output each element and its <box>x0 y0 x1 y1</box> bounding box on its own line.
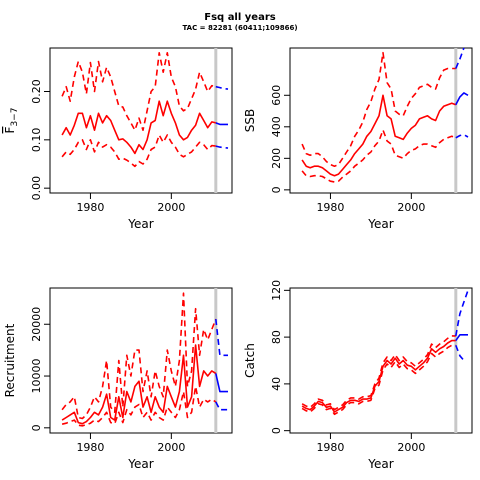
catch-y-tick-label: 40 <box>270 377 283 391</box>
recruitment-x-axis-label: Year <box>127 457 153 471</box>
ssb-estimate-line <box>301 94 457 177</box>
catch-x-tick-label: 2000 <box>397 441 425 454</box>
fbar-y-axis-label-main: F <box>3 126 17 133</box>
ssb-y-tick-label: 400 <box>270 116 283 137</box>
ssb-x-tick-label: 1980 <box>316 201 344 214</box>
figure-title: Fsq all years <box>204 12 275 23</box>
figure-subtitle: TAC = 82281 (60411;109866) <box>182 24 297 32</box>
ssb-upper-line <box>301 51 456 167</box>
ssb-forecast-lower-line <box>455 133 469 139</box>
ssb-forecast-upper-line <box>455 47 465 69</box>
recruitment-lower-line <box>61 385 217 427</box>
catch-estimate-line <box>301 339 456 413</box>
panel-fbar: 1980 2000 0.00 0.10 0.20 Year F3−7 <box>3 47 233 231</box>
recruitment-y-axis-label: Recruitment <box>3 323 17 397</box>
recruitment-y-tick-label: 10000 <box>30 359 43 394</box>
panel-ssb: 1980 2000 0 200 400 600 Year SSB <box>243 47 473 231</box>
catch-y-axis-label: Catch <box>243 343 257 378</box>
catch-forecast-lower-line <box>455 345 465 362</box>
fbar-upper-line <box>61 51 216 131</box>
ssb-y-axis-label: SSB <box>243 109 257 132</box>
catch-x-axis-label: Year <box>367 457 393 471</box>
recruitment-upper-line <box>61 292 217 420</box>
fbar-y-tick-label: 0.20 <box>30 79 43 104</box>
fbar-y-tick-label: 0.00 <box>30 176 43 201</box>
fbar-x-tick-label: 1980 <box>76 201 104 214</box>
ssb-y-tick-label: 200 <box>270 148 283 169</box>
recruitment-estimate-line <box>61 344 217 425</box>
fbar-y-axis-label-sub: 3−7 <box>10 108 20 127</box>
fbar-x-tick-label: 2000 <box>157 201 185 214</box>
catch-y-tick-label: 120 <box>270 280 283 301</box>
ssb-lower-line <box>301 129 457 183</box>
catch-lower-line <box>301 344 456 416</box>
recruitment-forecast-estimate-line <box>215 373 228 393</box>
catch-frame <box>289 287 473 434</box>
fbar-y-axis-label: F3−7 <box>3 108 20 134</box>
recruitment-y-tick-label: 0 <box>30 424 43 431</box>
catch-forecast-upper-line <box>455 290 469 337</box>
ssb-y-tick-label: 600 <box>270 85 283 106</box>
fbar-x-axis-label: Year <box>127 217 153 231</box>
recruitment-forecast-lower-line <box>215 401 228 411</box>
catch-y-tick-label: 0 <box>270 427 283 434</box>
ssb-forecast-estimate-line <box>455 92 469 106</box>
recruitment-y-tick-label: 20000 <box>30 307 43 342</box>
ssb-y-tick-label: 0 <box>270 186 283 193</box>
fbar-forecast-estimate-line <box>215 122 228 126</box>
fbar-frame <box>49 47 233 194</box>
fbar-forecast-lower-line <box>215 145 229 149</box>
recruitment-frame <box>49 287 233 434</box>
recruitment-x-tick-label: 1980 <box>76 441 104 454</box>
panel-catch: 1980 2000 0 40 80 120 Year Catch <box>243 280 473 471</box>
recruitment-x-tick-label: 2000 <box>157 441 185 454</box>
fbar-estimate-line <box>61 100 216 155</box>
catch-y-tick-label: 80 <box>270 330 283 344</box>
fbar-forecast-upper-line <box>215 85 229 90</box>
fbar-y-tick-label: 0.10 <box>30 128 43 153</box>
ssb-x-tick-label: 2000 <box>397 201 425 214</box>
ssb-x-axis-label: Year <box>367 217 393 231</box>
catch-upper-line <box>301 335 456 411</box>
catch-x-tick-label: 1980 <box>316 441 344 454</box>
ssb-frame <box>289 47 473 194</box>
catch-forecast-estimate-line <box>455 333 468 342</box>
fbar-lower-line <box>61 134 216 168</box>
recruitment-forecast-upper-line <box>215 319 228 357</box>
